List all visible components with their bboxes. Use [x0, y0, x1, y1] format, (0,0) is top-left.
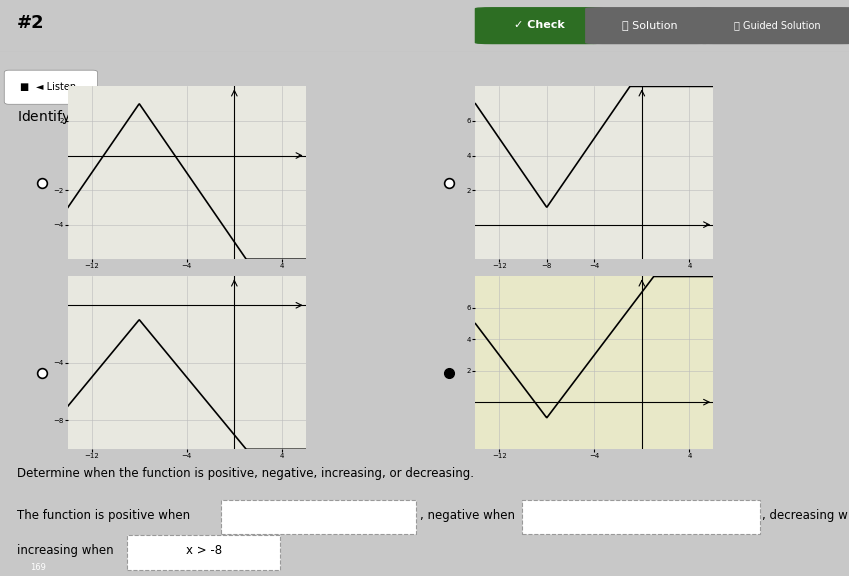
Text: ⬜ Solution: ⬜ Solution — [621, 20, 678, 30]
Text: , decreasing w: , decreasing w — [762, 509, 848, 522]
Text: Determine when the function is positive, negative, increasing, or decreasing.: Determine when the function is positive,… — [17, 467, 474, 480]
Text: ◄ Listen: ◄ Listen — [36, 82, 76, 93]
FancyBboxPatch shape — [4, 70, 98, 104]
Text: ►: ► — [76, 82, 84, 93]
Text: ✓ Check: ✓ Check — [514, 20, 565, 30]
FancyBboxPatch shape — [127, 535, 280, 570]
Text: ⬜ Guided Solution: ⬜ Guided Solution — [734, 20, 820, 30]
Text: 169: 169 — [31, 563, 47, 573]
FancyBboxPatch shape — [696, 7, 849, 44]
Text: The function is positive when: The function is positive when — [17, 509, 190, 522]
Text: ■: ■ — [19, 82, 28, 93]
Text: #2: #2 — [17, 14, 45, 32]
Text: Identify the graph of  $f(x) = |x + 8| - 1$.: Identify the graph of $f(x) = |x + 8| - … — [17, 108, 284, 126]
Text: increasing when: increasing when — [17, 544, 114, 558]
FancyBboxPatch shape — [522, 500, 760, 534]
FancyBboxPatch shape — [586, 7, 713, 44]
FancyBboxPatch shape — [221, 500, 416, 534]
FancyBboxPatch shape — [475, 7, 603, 44]
Text: x > -8: x > -8 — [186, 544, 222, 558]
Text: , negative when: , negative when — [420, 509, 515, 522]
